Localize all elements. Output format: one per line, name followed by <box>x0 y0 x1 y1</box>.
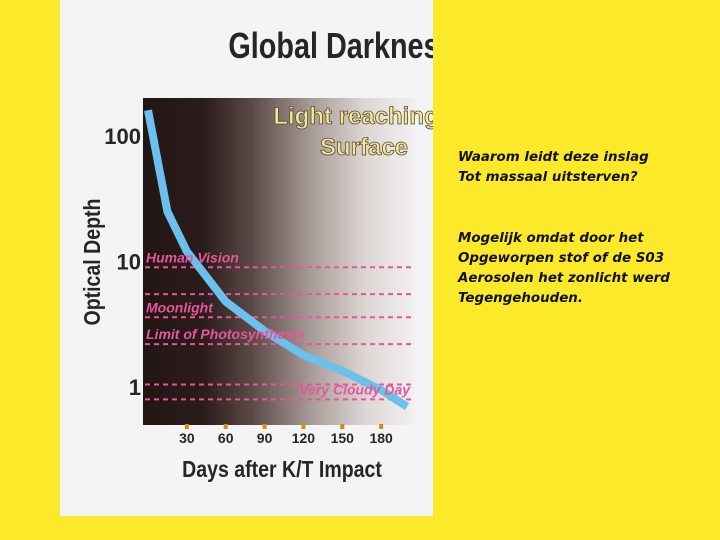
series-layer: Human Vision Moonlight Limit of Photosynth… <box>144 109 411 410</box>
chart-figure: Global Darkness Light reaching Surface H… <box>60 0 433 516</box>
x-tick-mark <box>379 424 384 429</box>
threshold-label: Moonlight <box>146 299 214 315</box>
x-tick-label: 90 <box>257 430 273 446</box>
explanation-line-4: Tegengehouden. <box>458 291 583 306</box>
light-reaching-surface-label: Light reaching Surface <box>273 103 433 162</box>
explanation-line-2: Opgeworpen stof of de S03 <box>458 251 665 266</box>
bg-label-line-1: Light reaching <box>273 103 433 130</box>
threshold-label: Human Vision <box>146 249 239 265</box>
x-tick-mark <box>184 424 189 429</box>
x-tick-label: 30 <box>179 430 195 446</box>
x-tick-mark <box>301 424 306 429</box>
question-line-1: Waarom leidt deze inslag <box>458 150 649 165</box>
x-tick-labels: 30 60 90 120 150 180 <box>179 424 393 446</box>
x-axis-label: Days after K/T Impact <box>182 457 382 483</box>
x-tick-label: 180 <box>369 430 393 446</box>
y-tick-label: 100 <box>104 124 141 149</box>
y-tick-label: 1 <box>129 375 141 400</box>
x-tick-label: 150 <box>331 430 355 446</box>
y-axis-label: Optical Depth <box>80 199 106 326</box>
explanation-text: Mogelijk omdat door het Opgeworpen stof … <box>458 229 713 309</box>
darkness-gradient-background <box>143 98 415 425</box>
question-line-2: Tot massaal uitsterven? <box>458 170 638 185</box>
chart-title: Global Darkness <box>228 25 433 66</box>
explanation-line-3: Aerosolen het zonlicht werd <box>458 271 670 286</box>
optical-depth-line <box>144 109 410 410</box>
chart-svg: Global Darkness Light reaching Surface H… <box>80 25 433 483</box>
threshold-label: Limit of Photosynthesis <box>146 326 305 342</box>
x-tick-mark <box>223 424 228 429</box>
threshold-label: Very Cloudy Day <box>299 381 411 397</box>
x-tick-label: 120 <box>292 430 316 446</box>
bg-label-line-2: Surface <box>320 134 408 161</box>
x-tick-mark <box>340 424 345 429</box>
x-tick-mark <box>262 424 267 429</box>
explanation-line-1: Mogelijk omdat door het <box>458 231 644 246</box>
x-tick-label: 60 <box>218 430 234 446</box>
y-tick-label: 10 <box>117 250 141 275</box>
question-text: Waarom leidt deze inslag Tot massaal uit… <box>458 148 713 188</box>
y-tick-labels: 100 10 1 <box>104 124 141 400</box>
